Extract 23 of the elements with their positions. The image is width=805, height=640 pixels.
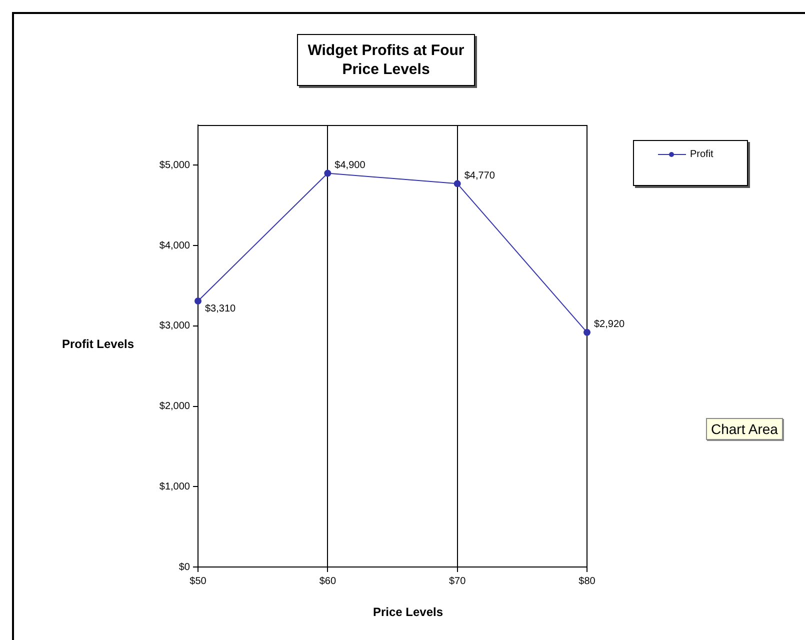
point [194, 297, 202, 304]
data-label: $3,310 [205, 304, 236, 315]
x-tick-label: $80 [578, 576, 596, 587]
y-tick-label: $1,000 [159, 481, 190, 492]
data-label: $4,770 [464, 170, 496, 182]
legend-label: Profit [690, 149, 714, 160]
x-tick-label: $50 [190, 576, 207, 587]
x-tick-label: $60 [319, 576, 336, 587]
y-tick-label: $5,000 [159, 160, 190, 171]
point [324, 170, 332, 177]
point [584, 328, 590, 336]
x-tick-label: $70 [448, 576, 466, 587]
chart-title: Widget Profits at Four Price Levels [297, 34, 475, 86]
text: Chart Area [706, 418, 783, 440]
y-axis-title: Profit Levels [62, 337, 134, 351]
y-tick-label: $0 [178, 562, 190, 573]
data-label: $2,920 [594, 319, 626, 330]
y-tick-label: $2,000 [159, 401, 190, 412]
data-label: $4,900 [334, 160, 366, 171]
y-tick-label: $3,000 [159, 320, 190, 332]
x-axis-title: Price Levels [372, 605, 444, 619]
point [454, 180, 461, 188]
y-tick-label: $4,000 [159, 240, 190, 252]
